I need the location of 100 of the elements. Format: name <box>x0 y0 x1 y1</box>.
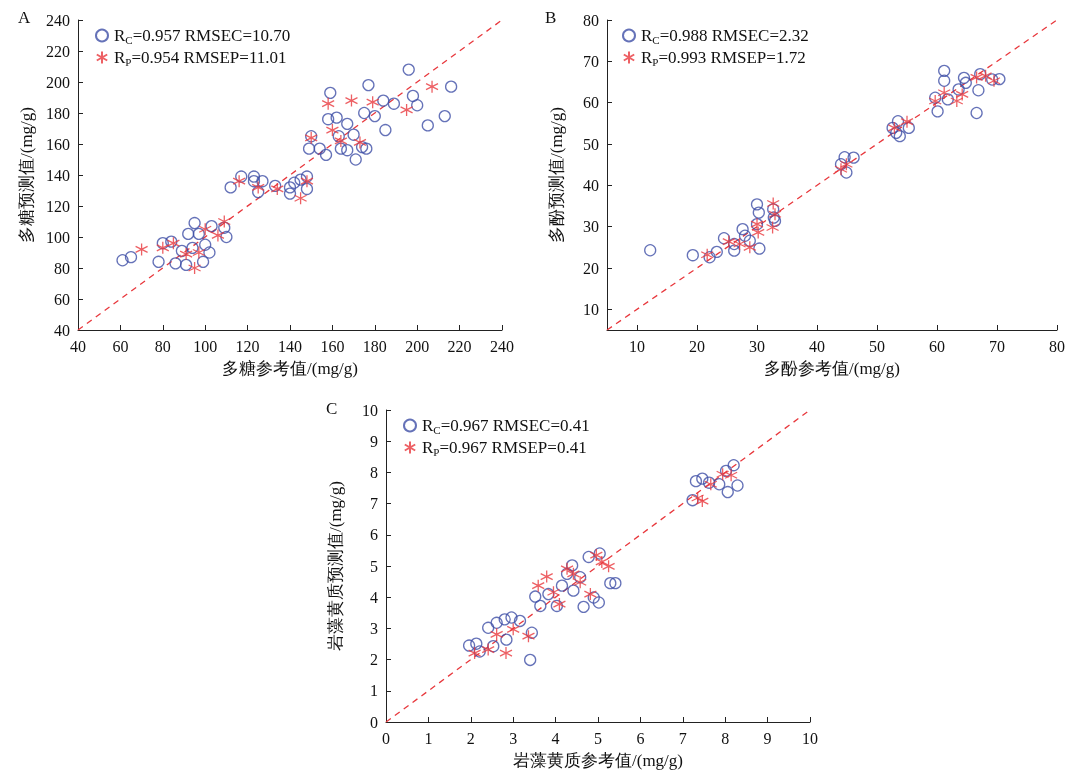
point <box>686 494 699 507</box>
y-axis-title: 岩藻黄质预测值/(mg/g) <box>326 481 345 651</box>
point <box>937 86 951 100</box>
point <box>727 459 740 472</box>
point <box>462 639 476 652</box>
point <box>332 130 345 143</box>
point <box>752 206 765 219</box>
point <box>251 180 265 195</box>
point <box>577 600 590 614</box>
point <box>972 84 985 97</box>
point <box>736 223 749 236</box>
y-tick-label: 180 <box>46 104 70 122</box>
point <box>555 579 569 592</box>
point <box>205 220 218 233</box>
x-tick-label: 120 <box>235 337 260 355</box>
point <box>728 244 741 257</box>
point <box>341 144 354 157</box>
point <box>710 245 723 259</box>
point <box>574 571 587 584</box>
point <box>377 94 390 107</box>
x-axis-title: 岩藻黄质参考值/(mg/g) <box>513 751 683 770</box>
point <box>721 485 734 499</box>
point <box>288 176 301 189</box>
y-tick-label: 6 <box>370 526 378 544</box>
point <box>319 148 333 161</box>
point <box>293 191 308 205</box>
x-tick-label: 40 <box>70 337 86 355</box>
point <box>358 106 371 120</box>
point <box>341 117 354 130</box>
point <box>970 106 983 120</box>
point <box>444 80 458 93</box>
chart-title: B <box>545 8 557 27</box>
point <box>573 575 587 589</box>
point <box>300 170 314 183</box>
point <box>604 577 617 590</box>
y-tick-label: 4 <box>370 588 378 606</box>
x-tick-label: 80 <box>1049 337 1065 355</box>
y-tick-label: 40 <box>583 176 599 194</box>
x-tick-label: 0 <box>382 729 390 747</box>
y-tick-label: 9 <box>370 432 378 450</box>
point <box>722 234 736 249</box>
y-tick-label: 5 <box>370 557 378 575</box>
x-tick-label: 240 <box>490 337 514 355</box>
point <box>217 214 231 229</box>
point <box>349 153 362 166</box>
point <box>534 599 547 613</box>
x-tick-label: 9 <box>763 729 772 747</box>
y-tick-label: 80 <box>54 259 70 277</box>
point <box>362 78 375 92</box>
point <box>546 585 561 599</box>
point <box>186 241 199 254</box>
point <box>116 254 129 267</box>
point <box>592 596 605 609</box>
point <box>587 591 600 604</box>
point <box>252 185 265 199</box>
x-tick-label: 8 <box>721 729 730 747</box>
y-tick-label: 220 <box>46 42 70 60</box>
point <box>893 130 906 143</box>
point <box>355 140 369 154</box>
point <box>399 103 414 117</box>
x-tick-label: 10 <box>629 337 645 355</box>
point <box>743 234 756 247</box>
y-tick-label: 30 <box>583 218 599 236</box>
point <box>750 198 764 211</box>
point <box>198 222 212 236</box>
point <box>283 181 297 194</box>
y-tick-label: 20 <box>583 259 599 277</box>
point <box>505 611 518 624</box>
point <box>182 227 195 241</box>
point <box>767 203 780 216</box>
chart-title: C <box>326 399 338 418</box>
point <box>175 244 189 258</box>
y-tick-label: 60 <box>583 94 599 112</box>
point <box>247 170 261 183</box>
point <box>134 242 149 257</box>
point <box>768 207 782 221</box>
point <box>928 94 942 108</box>
point <box>368 109 381 123</box>
x-tick-label: 1 <box>424 729 433 747</box>
x-tick-label: 30 <box>749 337 765 355</box>
point <box>192 245 206 260</box>
x-tick-label: 50 <box>869 337 885 355</box>
point <box>957 71 971 85</box>
point <box>513 614 527 628</box>
point <box>766 196 780 211</box>
point <box>156 237 169 250</box>
point <box>330 111 343 124</box>
x-tick-label: 220 <box>447 337 472 355</box>
point <box>499 646 513 660</box>
x-tick-label: 2 <box>466 729 475 747</box>
y-tick-label: 140 <box>46 166 70 184</box>
y-tick-label: 60 <box>54 290 70 308</box>
point <box>993 72 1006 86</box>
point <box>902 121 915 135</box>
point <box>531 579 545 593</box>
x-tick-label: 80 <box>154 337 171 355</box>
point <box>425 80 439 94</box>
y-tick-label: 160 <box>46 135 70 153</box>
point <box>834 158 848 171</box>
point <box>593 547 606 560</box>
